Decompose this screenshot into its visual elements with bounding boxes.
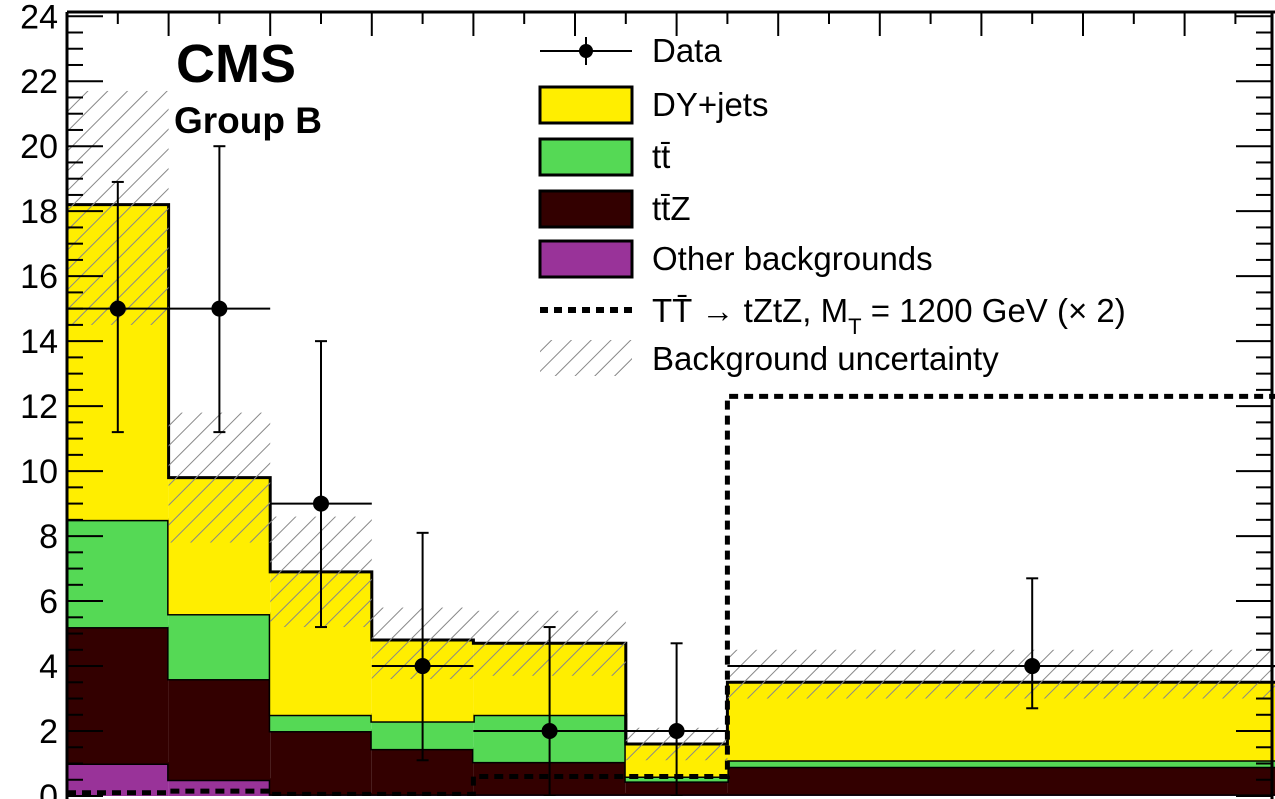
legend-label-tt: tt̄ <box>652 138 670 175</box>
legend-item-dy: DY+jets <box>538 85 768 125</box>
legend-item-other: Other backgrounds <box>538 239 933 279</box>
legend-item-uncertainty: Background uncertainty <box>540 340 999 377</box>
legend-item-tt: tt̄ <box>538 137 670 177</box>
data-marker-1 <box>211 300 228 317</box>
data-marker-6 <box>1024 658 1041 675</box>
legend-label-dy: DY+jets <box>652 86 768 123</box>
ytick-label-2: 2 <box>39 713 58 751</box>
bar-2-1 <box>168 614 271 680</box>
data-point-4 <box>473 626 626 796</box>
bar-1-6 <box>727 766 1275 795</box>
bar-1-0 <box>67 627 169 764</box>
legend-item-data: Data <box>540 32 722 69</box>
legend-label-signal-tail: = 1200 GeV (× 2) <box>862 292 1126 329</box>
legend-label-ttz: tt̄Z <box>652 190 691 227</box>
data-point-6 <box>727 577 1275 710</box>
ytick-label-14: 14 <box>20 323 58 361</box>
uncertainty-band-1 <box>168 412 271 543</box>
bar-1-1 <box>168 679 271 780</box>
legend-label-data: Data <box>652 32 722 69</box>
group-label: Group B <box>174 100 322 141</box>
ytick-label-12: 12 <box>20 388 58 426</box>
data-marker-0 <box>109 300 126 317</box>
data-marker-2 <box>313 495 329 512</box>
legend-label-signal-sub: T <box>848 314 861 339</box>
ytick-label-18: 18 <box>20 193 58 231</box>
ytick-label-22: 22 <box>20 63 58 101</box>
ytick-label-8: 8 <box>39 518 58 556</box>
bar-1-2 <box>270 731 372 795</box>
legend-item-ttz: tt̄Z <box>538 189 691 229</box>
data-point-2 <box>270 340 372 629</box>
legend-label-other: Other backgrounds <box>652 240 933 277</box>
legend: Data DY+jets tt̄ tt̄Z Other backgrounds … <box>538 32 1126 377</box>
ytick-label-24: 24 <box>20 0 58 36</box>
bar-2-2 <box>270 714 372 732</box>
cms-label: CMS <box>176 34 296 94</box>
signal-line <box>67 393 1275 796</box>
data-marker-3 <box>414 658 431 675</box>
data-marker-4 <box>541 723 558 740</box>
ytick-label-6: 6 <box>39 583 58 621</box>
ytick-label-16: 16 <box>20 258 58 296</box>
data-point-0 <box>67 180 169 434</box>
data-point-3 <box>371 531 474 762</box>
legend-item-signal: TT̄ → tZtZ, MT = 1200 GeV (× 2) <box>540 292 1126 339</box>
uncertainty-band-6 <box>727 649 1275 699</box>
data-point-1 <box>168 145 271 434</box>
ytick-label-0: 0 <box>39 778 58 799</box>
ytick-label-10: 10 <box>20 453 58 491</box>
legend-label-uncertainty: Background uncertainty <box>652 340 999 377</box>
bar-2-0 <box>67 519 169 628</box>
ytick-label-20: 20 <box>20 128 58 166</box>
legend-label-signal: TT̄ → tZtZ, MT = 1200 GeV (× 2) <box>652 292 1126 339</box>
data-marker-5 <box>668 723 685 740</box>
legend-label-signal-main: TT̄ → tZtZ, M <box>652 292 848 329</box>
ytick-label-4: 4 <box>39 648 58 686</box>
bar-2-6 <box>727 760 1275 767</box>
data-point-5 <box>625 642 728 796</box>
